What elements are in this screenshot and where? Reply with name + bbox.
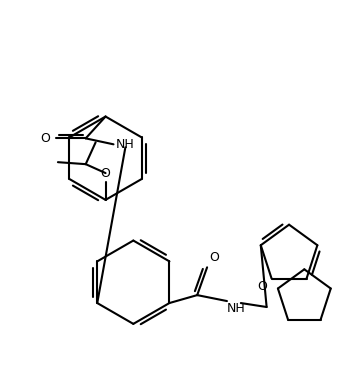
Text: NH: NH [227, 302, 246, 315]
Text: O: O [258, 280, 268, 294]
Text: NH: NH [116, 138, 134, 151]
Text: O: O [101, 167, 110, 180]
Text: O: O [40, 132, 50, 145]
Text: O: O [209, 251, 219, 264]
